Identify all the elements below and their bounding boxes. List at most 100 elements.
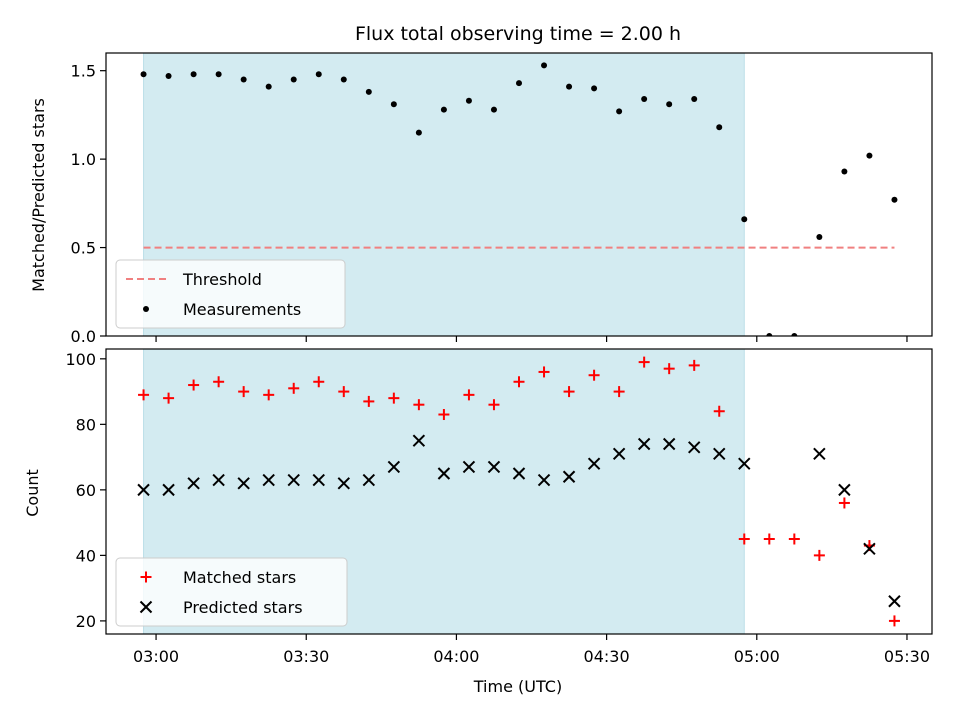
matched-star-marker bbox=[738, 533, 750, 545]
predicted-star-marker bbox=[537, 473, 551, 487]
matched-star-marker bbox=[888, 615, 900, 627]
predicted-star-marker bbox=[387, 460, 401, 474]
predicted-star-marker bbox=[362, 473, 376, 487]
predicted-star-marker bbox=[187, 477, 200, 490]
predicted-star-marker bbox=[713, 447, 726, 461]
predicted-star-marker bbox=[587, 457, 601, 470]
measurement-point bbox=[415, 129, 422, 136]
matched-star-marker bbox=[513, 376, 525, 388]
top-axes-frame bbox=[105, 52, 933, 337]
matched-star-marker bbox=[238, 386, 250, 398]
x-tick-label: 03:00 bbox=[133, 647, 179, 666]
measurement-point bbox=[440, 106, 447, 113]
measurement-point bbox=[190, 71, 197, 78]
measurement-point bbox=[490, 106, 497, 113]
matched-star-marker bbox=[788, 533, 800, 545]
matched-star-marker bbox=[613, 386, 625, 398]
legend-label: Predicted stars bbox=[183, 598, 303, 617]
matched-star-marker bbox=[313, 376, 325, 388]
predicted-star-marker bbox=[312, 473, 325, 487]
top-y-tick-label: 0.5 bbox=[71, 239, 96, 258]
predicted-star-marker bbox=[412, 434, 426, 447]
measurement-point bbox=[165, 72, 172, 79]
legend-matched-swatch bbox=[140, 571, 152, 583]
matched-star-marker bbox=[763, 533, 775, 545]
measurement-point bbox=[240, 76, 247, 83]
measurement-point bbox=[766, 333, 773, 336]
matched-star-marker bbox=[138, 389, 150, 401]
predicted-star-marker bbox=[212, 473, 225, 487]
legend-box bbox=[115, 259, 346, 329]
x-tick-label: 03:30 bbox=[283, 647, 329, 666]
measurement-point bbox=[390, 101, 397, 108]
measurement-point bbox=[265, 83, 272, 90]
matched-star-marker bbox=[188, 379, 200, 391]
x-tick-label: 05:00 bbox=[734, 647, 780, 666]
measurement-point bbox=[616, 108, 623, 115]
x-axis-label: Time (UTC) bbox=[473, 677, 562, 696]
matched-star-marker bbox=[838, 497, 850, 509]
legend-label: Measurements bbox=[183, 300, 301, 319]
predicted-star-marker bbox=[637, 437, 651, 451]
top-plot-area bbox=[140, 62, 898, 336]
bottom-y-tick-label: 40 bbox=[76, 546, 96, 565]
predicted-star-marker bbox=[137, 483, 150, 497]
matched-star-marker bbox=[213, 376, 225, 388]
matched-star-marker bbox=[438, 409, 450, 421]
predicted-star-marker bbox=[162, 483, 175, 497]
legend-predicted-swatch bbox=[139, 600, 153, 614]
top-panel: 0.0 0.5 1.0 1.5 Threshold Measurements bbox=[71, 52, 933, 346]
top-y-tick-label: 1.5 bbox=[71, 62, 96, 81]
top-y-tick-label: 0.0 bbox=[71, 327, 96, 346]
measurement-point bbox=[691, 95, 698, 102]
measurement-point bbox=[641, 95, 648, 102]
predicted-star-marker bbox=[838, 483, 851, 497]
matched-star-marker bbox=[588, 369, 600, 381]
measurement-point bbox=[891, 196, 898, 203]
matched-star-marker bbox=[538, 366, 550, 378]
legend-box bbox=[115, 557, 348, 627]
bottom-y-tick-label: 100 bbox=[65, 350, 96, 369]
predicted-star-marker bbox=[662, 437, 676, 451]
predicted-star-marker bbox=[487, 460, 501, 474]
bottom-legend: Matched stars Predicted stars bbox=[115, 557, 348, 627]
x-tick-label: 04:00 bbox=[433, 647, 479, 666]
predicted-star-marker bbox=[562, 470, 576, 483]
measurement-point bbox=[716, 124, 723, 131]
x-tick-label: 04:30 bbox=[584, 647, 630, 666]
bottom-axes-frame bbox=[105, 348, 933, 635]
bottom-plot-area bbox=[137, 356, 901, 627]
measurement-point bbox=[566, 83, 573, 90]
matched-star-marker bbox=[413, 399, 425, 411]
measurement-point bbox=[816, 233, 823, 240]
predicted-star-marker bbox=[262, 473, 275, 487]
measurement-point bbox=[215, 71, 222, 78]
legend-label: Matched stars bbox=[183, 568, 296, 587]
measurement-point bbox=[365, 88, 372, 95]
measurement-point bbox=[140, 71, 147, 78]
matched-star-marker bbox=[663, 363, 675, 375]
measurement-point bbox=[290, 76, 297, 83]
measurement-point bbox=[340, 76, 347, 83]
measurement-point bbox=[841, 168, 848, 175]
matched-star-marker bbox=[338, 386, 350, 398]
measurement-point bbox=[516, 80, 522, 87]
matched-star-marker bbox=[388, 392, 400, 404]
predicted-star-marker bbox=[512, 467, 526, 480]
bottom-y-tick-label: 60 bbox=[76, 481, 96, 500]
top-y-axis-label: Matched/Predicted stars bbox=[29, 98, 48, 292]
matched-star-marker bbox=[813, 549, 825, 561]
predicted-star-marker bbox=[738, 457, 751, 470]
predicted-star-marker bbox=[287, 473, 300, 487]
predicted-star-marker bbox=[337, 477, 350, 490]
predicted-star-marker bbox=[888, 595, 901, 608]
legend-label: Threshold bbox=[182, 270, 262, 289]
predicted-star-marker bbox=[688, 441, 701, 454]
matched-star-marker bbox=[713, 405, 725, 417]
measurement-point bbox=[741, 216, 748, 223]
predicted-star-marker bbox=[863, 542, 876, 556]
legend-measurement-swatch bbox=[143, 306, 149, 312]
measurement-point bbox=[465, 97, 472, 104]
matched-star-marker bbox=[563, 386, 575, 398]
matched-star-marker bbox=[638, 356, 650, 368]
